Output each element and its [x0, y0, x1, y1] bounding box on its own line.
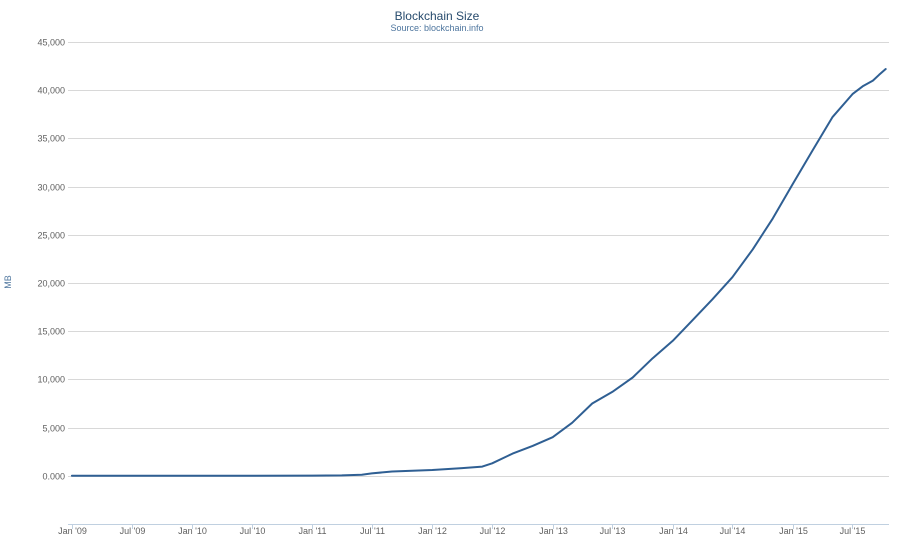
x-tick-label: Jul '15 [840, 526, 866, 536]
y-tick-label: 30,000 [37, 183, 65, 193]
y-axis-label: MB [3, 275, 13, 289]
series-layer [70, 68, 887, 477]
x-tick-label: Jan '12 [418, 526, 447, 536]
series-line [70, 68, 887, 477]
x-axis-ticks: Jan '09 Jul '09 Jan '10 Jul '10 Jan '11 Jul '… [58, 524, 865, 536]
x-tick-label: Jan '11 [298, 526, 326, 536]
x-tick-label: Jul '09 [120, 526, 146, 536]
y-tick-label: 45,000 [37, 38, 65, 48]
x-tick-label: Jul '12 [480, 526, 506, 536]
y-tick-label: 0.000 [42, 472, 65, 482]
x-tick-label: Jan '15 [779, 526, 808, 536]
y-tick-label: 40,000 [37, 86, 65, 96]
y-tick-label: 20,000 [37, 279, 65, 289]
x-tick-label: Jan '10 [178, 526, 207, 536]
y-axis-ticks: 0.000 5,000 10,000 15,000 20,000 25,000 30,000… [37, 38, 65, 482]
y-tick-label: 10,000 [37, 375, 65, 385]
chart-title: Blockchain Size [395, 9, 480, 23]
x-tick-label: Jul '14 [720, 526, 746, 536]
x-tick-label: Jul '13 [600, 526, 626, 536]
y-gridlines [68, 42, 889, 477]
x-tick-label: Jan '14 [659, 526, 688, 536]
x-tick-label: Jul '11 [360, 526, 385, 536]
y-tick-label: 25,000 [37, 231, 65, 241]
x-tick-label: Jul '10 [240, 526, 266, 536]
chart-subtitle: Source: blockchain.info [390, 23, 483, 33]
x-tick-label: Jan '13 [539, 526, 568, 536]
y-tick-label: 35,000 [37, 134, 65, 144]
y-tick-label: 5,000 [42, 424, 65, 434]
y-tick-label: 15,000 [37, 327, 65, 337]
x-tick-label: Jan '09 [58, 526, 87, 536]
